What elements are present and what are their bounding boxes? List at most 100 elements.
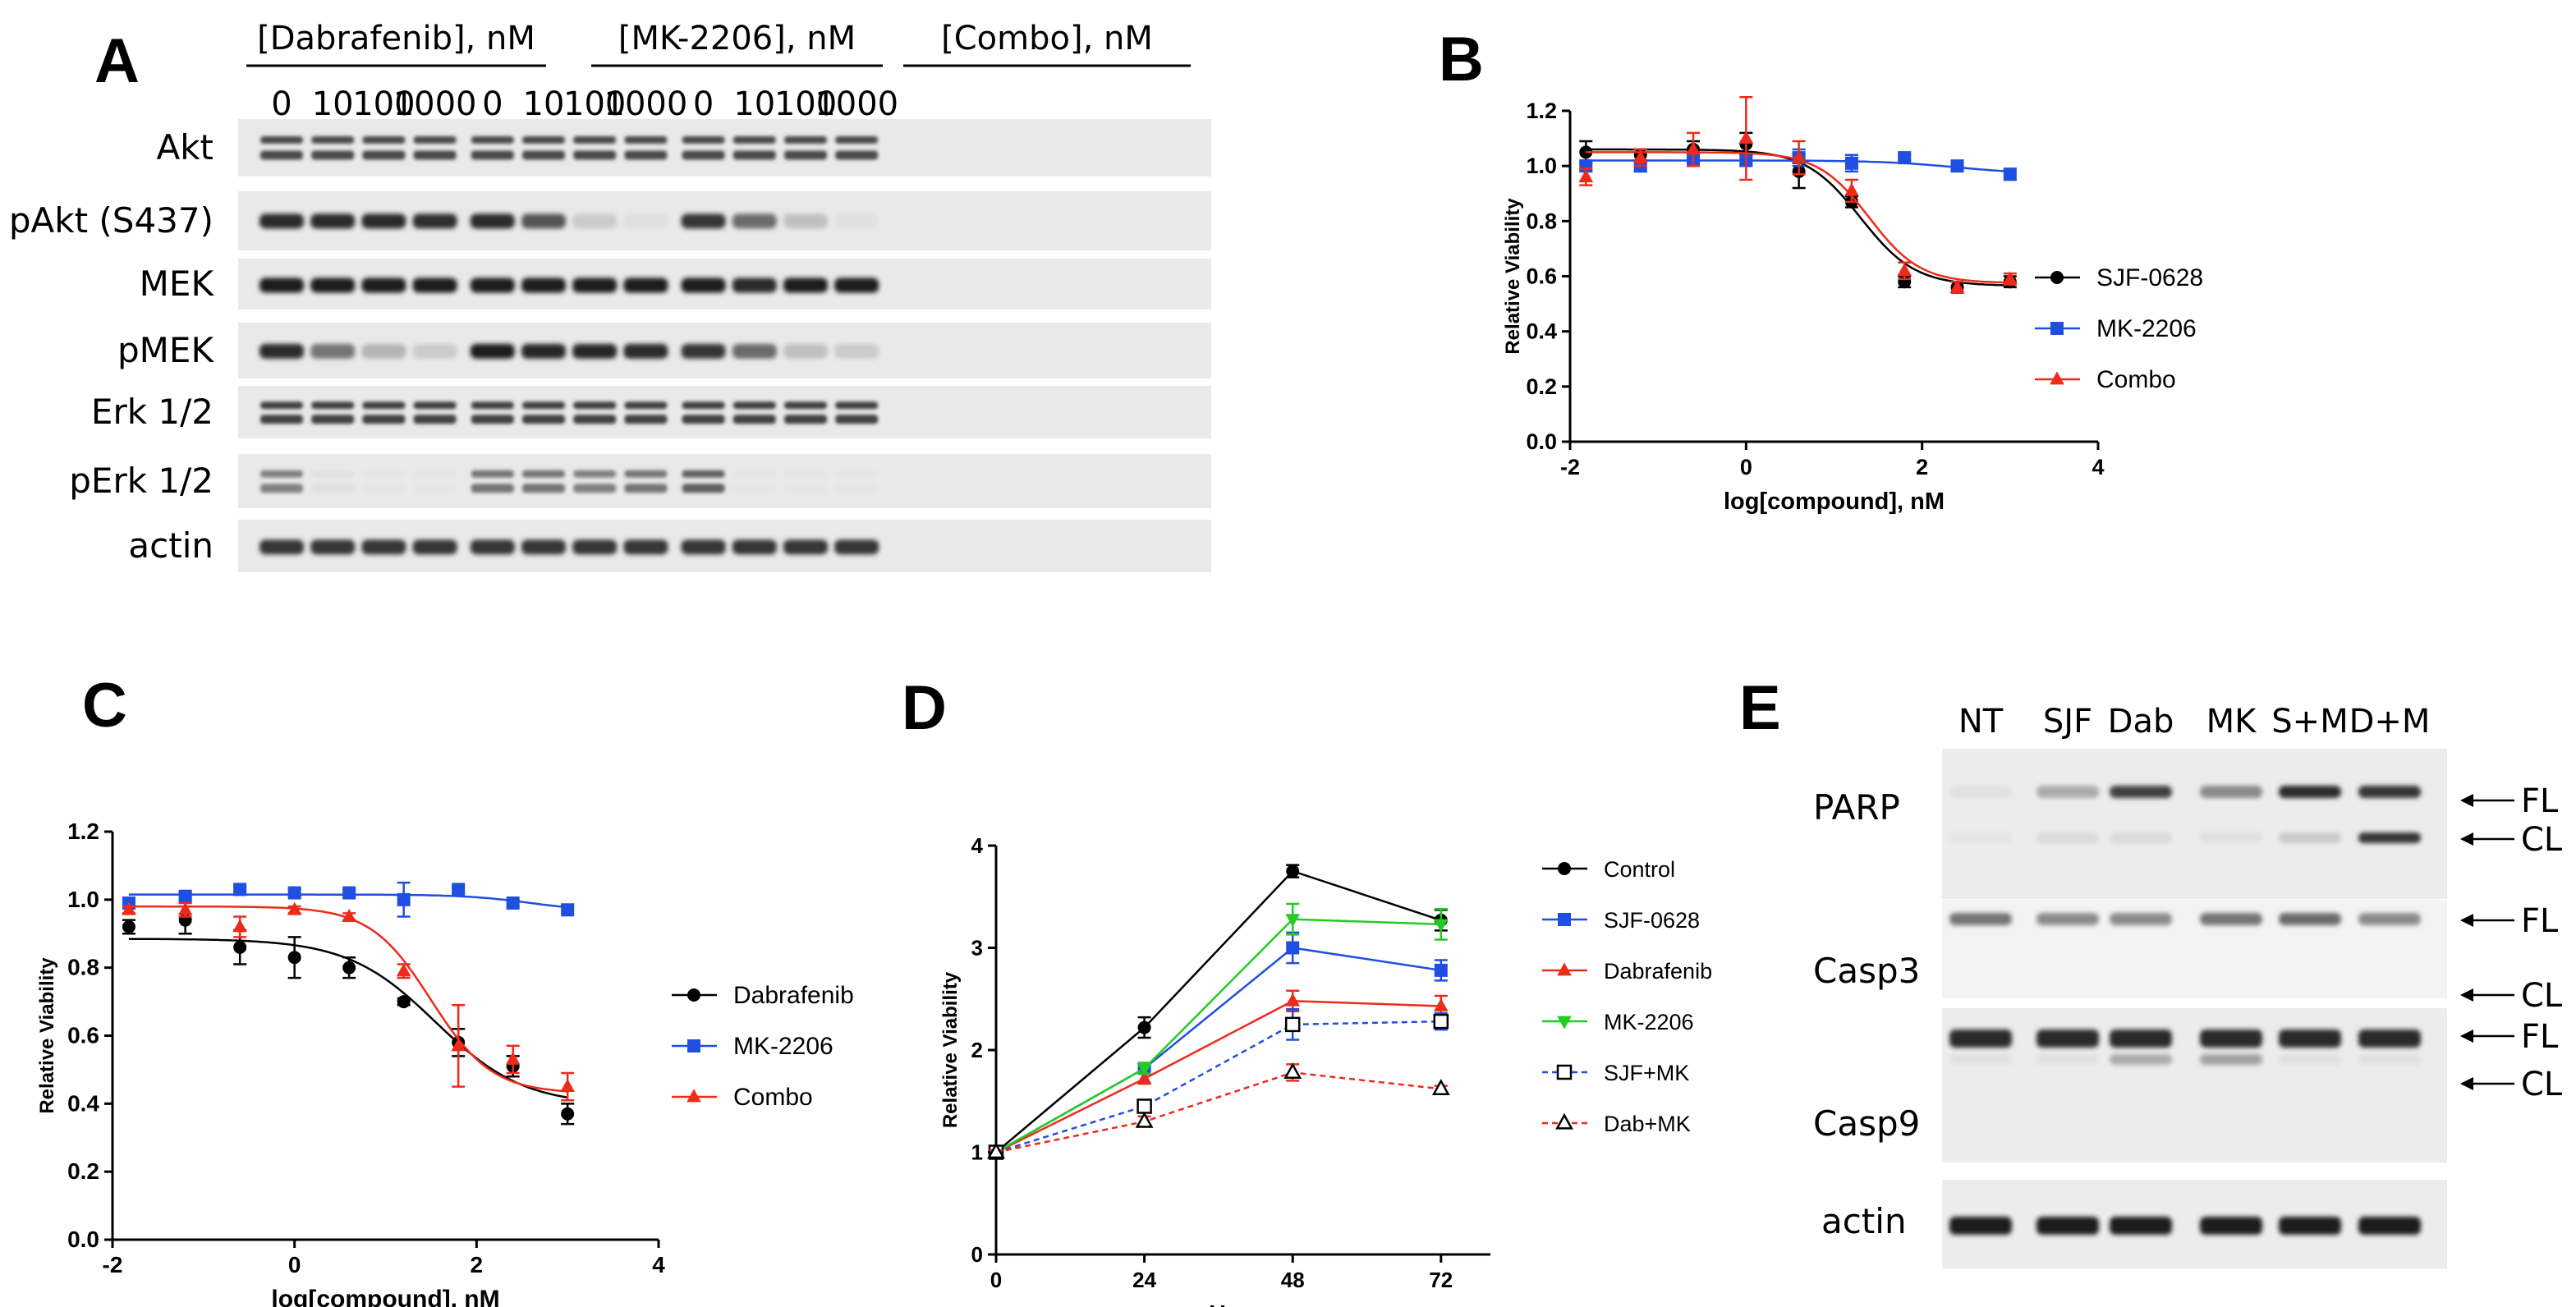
band-arrow-head bbox=[2460, 832, 2473, 846]
blot-band bbox=[361, 343, 406, 359]
blot-band bbox=[732, 470, 776, 478]
data-point bbox=[1686, 141, 1701, 155]
blot-band bbox=[2036, 1054, 2099, 1065]
series-sjf-0628 bbox=[990, 931, 1448, 1159]
series-line bbox=[995, 999, 1441, 1153]
data-point bbox=[506, 896, 520, 910]
data-point bbox=[122, 901, 136, 915]
y-tick-label: 1.2 bbox=[1526, 99, 1557, 123]
blot-band bbox=[783, 539, 828, 555]
dose-label: 100 bbox=[352, 85, 415, 123]
y-tick-label: 4 bbox=[971, 833, 984, 858]
series-line bbox=[995, 918, 1441, 1153]
data-point bbox=[122, 919, 135, 933]
blot-band bbox=[259, 277, 304, 293]
blot-band bbox=[2358, 832, 2421, 843]
blot-band bbox=[260, 470, 303, 478]
blot-band bbox=[2358, 1054, 2421, 1065]
blot-band bbox=[521, 539, 566, 555]
data-point bbox=[1558, 913, 1571, 926]
data-point bbox=[2050, 371, 2064, 385]
y-tick-label: 0.6 bbox=[1526, 264, 1557, 289]
blot-band bbox=[362, 484, 406, 493]
blot-band bbox=[2200, 1054, 2262, 1065]
band-marker-label: CL bbox=[2521, 1066, 2563, 1103]
blot-band bbox=[310, 277, 356, 293]
dose-label: 10 bbox=[523, 85, 565, 123]
panel-e-apoptosis-blot: E NT SJF Dab MK S+M D+M PARP FLCLCasp3FLCLCasp… bbox=[1739, 673, 2563, 1268]
blot-row-label: Erk 1/2 bbox=[91, 392, 214, 432]
blot-band bbox=[310, 539, 356, 555]
data-point bbox=[1136, 1063, 1152, 1077]
blot-row: pAkt (S437) bbox=[9, 191, 1211, 250]
data-point bbox=[1557, 962, 1572, 976]
band-marker-label: CL bbox=[2521, 977, 2563, 1015]
series-dabrafenib bbox=[122, 905, 575, 1126]
blot-band bbox=[732, 213, 777, 229]
blot-band bbox=[623, 343, 668, 359]
data-point bbox=[1558, 862, 1571, 875]
panel-a-group-headers: [Dabrafenib], nM [MK-2206], nM [Combo], nM bbox=[246, 20, 1191, 67]
blot-band bbox=[624, 415, 668, 424]
data-point bbox=[1844, 182, 1859, 196]
blot-band bbox=[2358, 1217, 2421, 1235]
blot-band bbox=[835, 415, 879, 424]
panel-c-chart: 0.0 0.2 0.4 0.6 0.8 1.0 1.2 -2 0 2 4 log[compound],… bbox=[36, 819, 854, 1307]
data-point bbox=[233, 940, 247, 954]
blot-band bbox=[260, 150, 303, 160]
x-axis-label: log[compound], nM bbox=[271, 1286, 499, 1307]
data-point bbox=[1434, 919, 1449, 933]
band-arrow-head bbox=[2460, 1077, 2473, 1090]
x-tick-label: 24 bbox=[1132, 1268, 1156, 1292]
y-tick-label: 0.2 bbox=[1526, 374, 1557, 399]
blot-band bbox=[572, 213, 618, 229]
panel-b-chart: 0.0 0.2 0.4 0.6 0.8 1.0 1.2 -2 0 2 4 log[compound],… bbox=[1502, 95, 2203, 515]
panel-c-dose-response: C 0.0 0.2 0.4 0.6 0.8 1.0 1.2 -2 0 2 4 log[compound… bbox=[36, 671, 854, 1307]
legend-entry: SJF-0628 bbox=[1604, 908, 1700, 933]
blot-band bbox=[783, 213, 828, 229]
blot-band bbox=[2036, 1030, 2099, 1048]
blot-band bbox=[413, 150, 457, 160]
blot-membrane bbox=[238, 119, 1211, 177]
blot-band bbox=[311, 401, 355, 410]
x-tick-label: 0 bbox=[990, 1268, 1002, 1292]
dose-label: 10 bbox=[312, 85, 354, 123]
blot-band bbox=[471, 470, 514, 478]
blot-band bbox=[732, 150, 776, 160]
blot-band bbox=[413, 484, 457, 493]
series-line bbox=[995, 947, 1441, 1153]
data-point bbox=[1844, 156, 1858, 170]
panel-d-time-course: D 0 1 2 3 4 0 24 48 72 Hours Relative Viability Con… bbox=[902, 673, 1712, 1307]
blot-band bbox=[413, 415, 457, 424]
dose-label: 10 bbox=[733, 85, 775, 123]
data-point bbox=[1286, 941, 1300, 955]
blot-band bbox=[259, 539, 304, 555]
blot-band bbox=[361, 277, 406, 293]
blot-band bbox=[624, 150, 668, 160]
blot-band bbox=[784, 484, 827, 493]
blot-band bbox=[2200, 913, 2262, 925]
blot-band bbox=[259, 343, 304, 359]
blot-band bbox=[259, 213, 304, 229]
data-point bbox=[1555, 1112, 1573, 1130]
group-header: [MK-2206], nM bbox=[618, 20, 856, 57]
blot-row-label: actin bbox=[128, 525, 214, 566]
series-combo bbox=[1578, 95, 2018, 294]
panel-a-western-blot: A [Dabrafenib], nM [MK-2206], nM [Combo], … bbox=[9, 20, 1211, 572]
blot-row: MEK bbox=[140, 259, 1211, 310]
data-point bbox=[1632, 149, 1648, 163]
blot-label: Casp3 bbox=[1813, 951, 1920, 991]
band-arrow-head bbox=[2460, 914, 2473, 927]
blot-band bbox=[522, 136, 565, 144]
blot-band bbox=[471, 136, 514, 144]
blot-band bbox=[784, 401, 827, 410]
y-tick-label: 1.0 bbox=[1526, 154, 1557, 178]
x-tick-label: -2 bbox=[1560, 455, 1580, 479]
blot-band bbox=[1949, 913, 2012, 925]
data-point bbox=[1791, 149, 1807, 163]
blot-band bbox=[732, 277, 777, 293]
y-tick-label: 1 bbox=[971, 1140, 983, 1165]
lane-label: Dab bbox=[2108, 703, 2174, 741]
x-tick-label: 48 bbox=[1281, 1268, 1305, 1292]
